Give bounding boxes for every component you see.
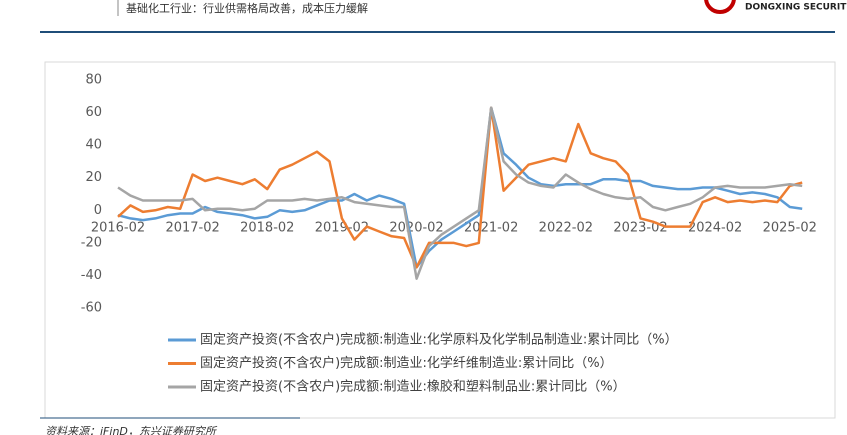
logo <box>704 0 736 14</box>
y-tick-label: -40 <box>81 268 102 283</box>
series-line <box>117 106 803 269</box>
x-tick-label: 2018-02 <box>240 221 294 236</box>
x-tick-label: 2020-02 <box>389 221 443 236</box>
source: 资料来源：iFinD，东兴证券研究所 <box>45 425 218 435</box>
series-line <box>117 106 803 269</box>
x-tick-label: 2023-02 <box>613 221 667 236</box>
legend-label: 固定资产投资(不含农户)完成额:制造业:化学原料及化学制品制造业:累计同比（%） <box>200 332 678 348</box>
legend-label: 固定资产投资(不含农户)完成额:制造业:橡胶和塑料制品业:累计同比（%） <box>200 379 626 395</box>
legend-label: 固定资产投资(不含农户)完成额:制造业:化学纤维制造业:累计同比（%） <box>200 355 613 371</box>
y-tick-label: 0 <box>94 203 102 218</box>
chart-frame <box>44 61 836 419</box>
x-tick-label: 2025-02 <box>763 221 817 236</box>
x-tick-label: 2022-02 <box>539 221 593 236</box>
y-tick-label: 40 <box>85 138 102 153</box>
x-tick-label: 2019-02 <box>315 221 369 236</box>
y-tick-label: -60 <box>81 301 102 316</box>
series-line <box>117 106 803 280</box>
x-tick-label: 2017-02 <box>165 221 219 236</box>
x-tick-label: 2024-02 <box>688 221 742 236</box>
header-title: 基础化工行业：行业供需格局改善，成本压力缓解 <box>126 1 368 15</box>
brand: DONGXING SECURITIES <box>745 3 847 13</box>
y-tick-label: 20 <box>85 170 102 185</box>
y-tick-label: 60 <box>85 105 102 120</box>
x-tick-label: 2016-02 <box>91 221 145 236</box>
y-tick-label: -20 <box>81 235 102 250</box>
y-tick-label: 80 <box>85 73 102 88</box>
x-tick-label: 2021-02 <box>464 221 518 236</box>
